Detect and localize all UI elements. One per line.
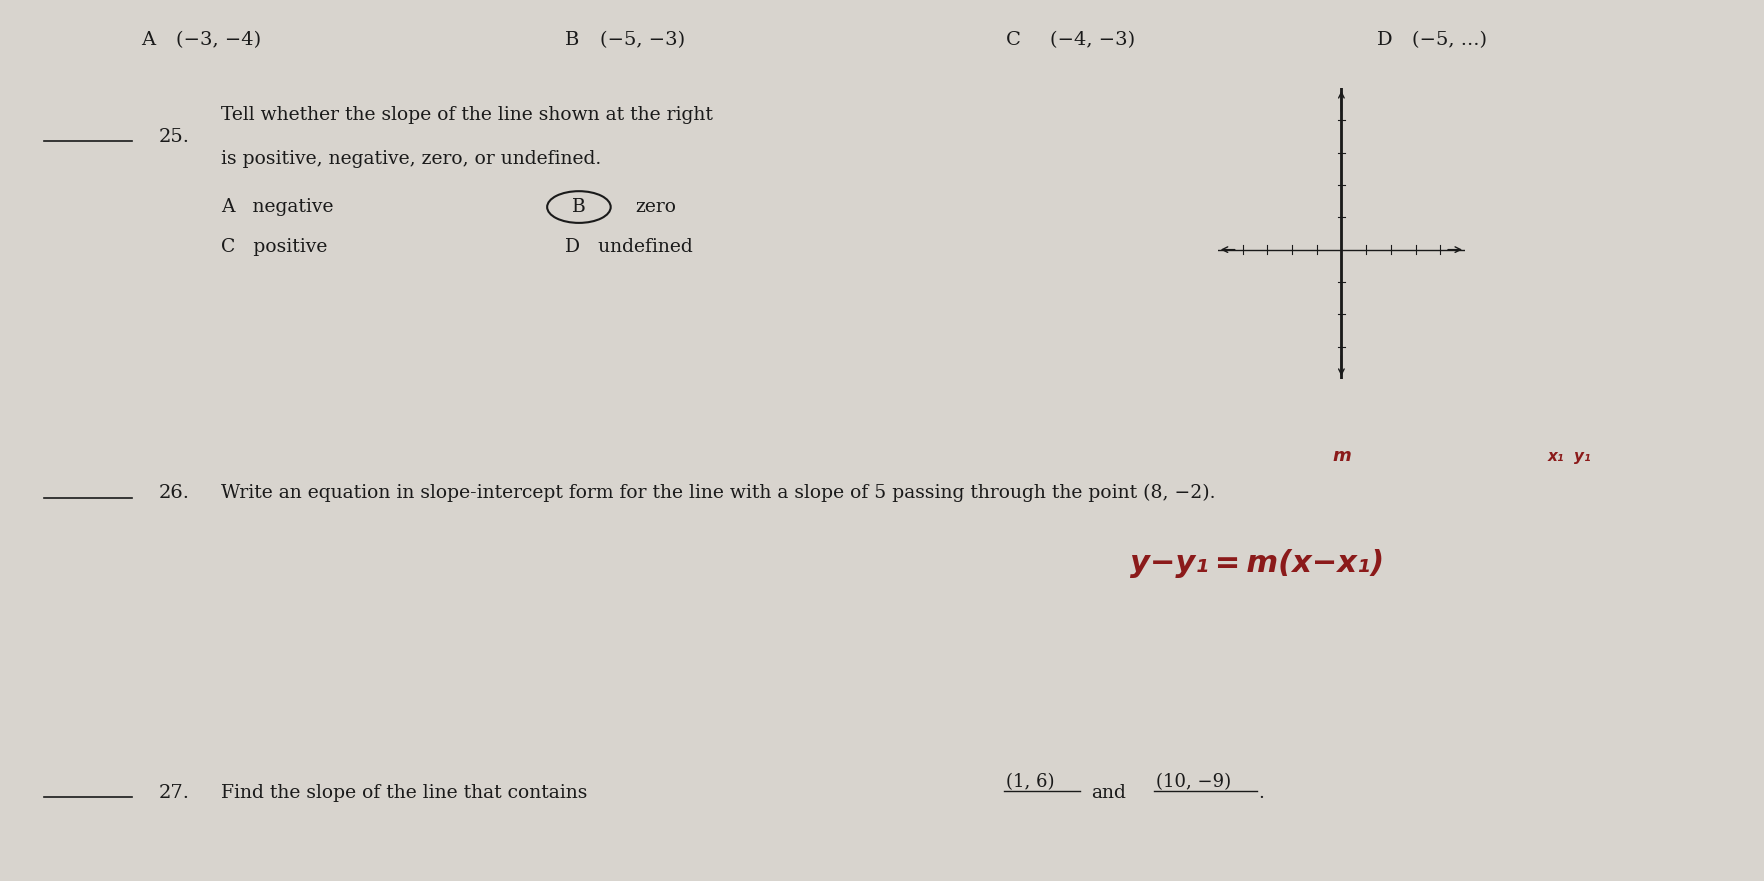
Text: .: . xyxy=(1258,784,1263,802)
Text: C   positive: C positive xyxy=(220,238,326,255)
Text: (−3, −4): (−3, −4) xyxy=(176,31,261,48)
Text: 27.: 27. xyxy=(159,784,191,802)
Text: B: B xyxy=(564,31,579,48)
Text: B: B xyxy=(572,198,586,216)
Text: C: C xyxy=(1005,31,1020,48)
Text: A: A xyxy=(141,31,155,48)
Text: (10, −9): (10, −9) xyxy=(1155,774,1231,791)
Text: 26.: 26. xyxy=(159,485,191,502)
Text: is positive, negative, zero, or undefined.: is positive, negative, zero, or undefine… xyxy=(220,150,600,167)
Text: x₁  y₁: x₁ y₁ xyxy=(1547,448,1591,464)
Text: 25.: 25. xyxy=(159,128,191,145)
Text: m: m xyxy=(1332,448,1351,465)
Text: zero: zero xyxy=(635,198,676,216)
Text: (−5, −3): (−5, −3) xyxy=(600,31,684,48)
Text: A   negative: A negative xyxy=(220,198,333,216)
Text: and: and xyxy=(1090,784,1125,802)
Text: Write an equation in slope-intercept form for the line with a slope of 5 passing: Write an equation in slope-intercept for… xyxy=(220,485,1214,502)
Text: Tell whether the slope of the line shown at the right: Tell whether the slope of the line shown… xyxy=(220,106,713,123)
Text: D: D xyxy=(1376,31,1392,48)
Text: D   undefined: D undefined xyxy=(564,238,691,255)
Text: y−y₁ = m(x−x₁): y−y₁ = m(x−x₁) xyxy=(1129,550,1383,578)
Text: Find the slope of the line that contains: Find the slope of the line that contains xyxy=(220,784,593,802)
Text: (1, 6): (1, 6) xyxy=(1005,774,1053,791)
Text: (−4, −3): (−4, −3) xyxy=(1050,31,1134,48)
Text: (−5, ...): (−5, ...) xyxy=(1411,31,1485,48)
